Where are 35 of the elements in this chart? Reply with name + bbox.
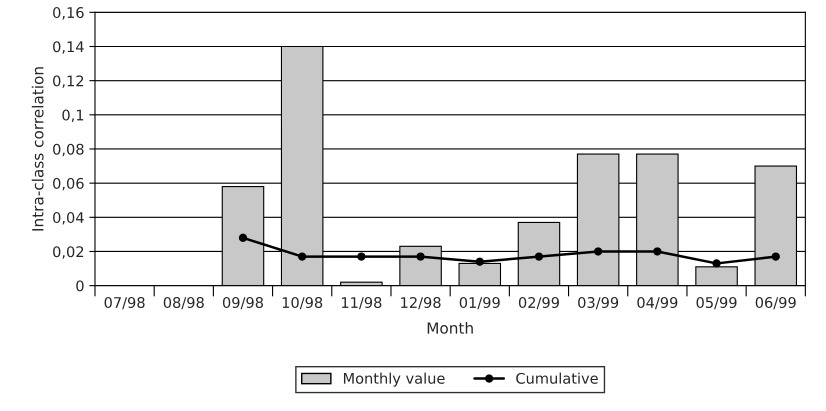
y-tick-label: 0,06	[53, 178, 84, 190]
point	[357, 252, 366, 261]
y-tick-label: 0,16	[53, 7, 84, 20]
legend-label: Monthly value	[344, 372, 445, 387]
x-tick-label: 08/98	[164, 297, 204, 310]
legend-label: Cumulative	[516, 372, 598, 384]
x-tick-label: 01/99	[460, 297, 500, 310]
point	[712, 259, 721, 268]
x-tick-label: 07/98	[104, 297, 145, 310]
point	[238, 234, 248, 242]
point	[594, 247, 602, 256]
x-axis-title: Month	[428, 322, 473, 334]
point	[653, 247, 662, 256]
y-tick-label: 0,02	[53, 246, 84, 259]
x-tick-label: 11/98	[342, 297, 382, 310]
y-tick-label: 0,14	[53, 41, 84, 54]
point	[772, 252, 780, 261]
y-tick-label: 0,1	[62, 110, 84, 122]
y-tick-label: 0	[76, 280, 84, 292]
y-axis-title: Intra-class correlation	[32, 67, 44, 231]
x-tick-label: 06/99	[756, 297, 796, 310]
y-tick-label: 0,12	[53, 75, 84, 88]
point	[416, 252, 425, 261]
x-tick-label: 03/99	[578, 297, 618, 310]
x-tick-label: 05/99	[696, 297, 737, 310]
x-tick-label: 10/98	[282, 297, 322, 310]
x-tick-label: 09/98	[222, 297, 263, 310]
x-tick-label: 02/99	[518, 297, 559, 310]
y-tick-label: 0,04	[53, 212, 84, 225]
point	[298, 252, 306, 261]
y-tick-label: 0,08	[53, 144, 84, 156]
point	[534, 252, 544, 261]
x-tick-label: 04/99	[637, 297, 678, 310]
x-tick-label: 12/98	[401, 297, 441, 310]
point	[476, 258, 484, 266]
